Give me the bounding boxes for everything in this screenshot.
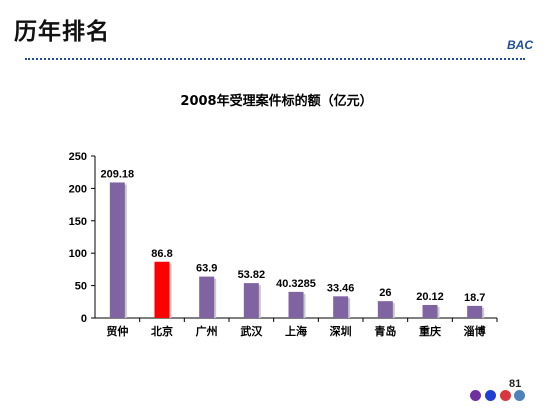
data-label: 63.9 [196,263,217,275]
bar [199,276,215,318]
chart-title: 2008年受理案件标的额（亿元） [180,94,373,109]
x-tick-label: 上海 [285,324,307,338]
x-tick-label: 武汉 [240,324,263,338]
dot-icon [514,390,525,401]
bar [154,261,170,318]
y-tick-label: 0 [81,313,87,325]
data-label: 18.7 [464,292,485,304]
dot-icon [485,390,496,401]
bar [467,305,483,318]
dot-icon [500,390,511,401]
y-tick-label: 250 [69,151,87,163]
x-tick-label: 重庆 [419,324,441,338]
slide-title: 历年排名 [14,19,110,45]
x-tick-label: 淄博 [464,324,486,338]
bar [109,182,125,318]
data-label: 33.46 [327,282,355,294]
x-tick-label: 贸仲 [106,324,128,338]
bar [288,291,304,318]
data-label: 26 [379,287,391,299]
data-label: 86.8 [151,248,172,260]
page-number: 81 [509,378,522,390]
bar [422,304,438,318]
bar [243,283,259,318]
bar [377,301,393,318]
data-label: 20.12 [416,291,444,303]
x-tick-label: 广州 [196,324,218,338]
bar [333,296,349,318]
data-label: 209.18 [101,168,135,180]
x-tick-label: 深圳 [330,324,352,338]
data-label: 53.82 [238,269,266,281]
data-label: 40.3285 [276,278,316,290]
header-divider [25,58,525,60]
brand-logo-text: BAC [507,38,533,52]
y-tick-label: 150 [69,216,87,228]
x-tick-label: 青岛 [374,324,396,338]
y-tick-label: 200 [69,183,87,195]
x-tick-label: 北京 [151,324,173,338]
y-tick-label: 100 [69,248,87,260]
dot-icon [470,390,481,401]
y-tick-label: 50 [75,281,87,293]
